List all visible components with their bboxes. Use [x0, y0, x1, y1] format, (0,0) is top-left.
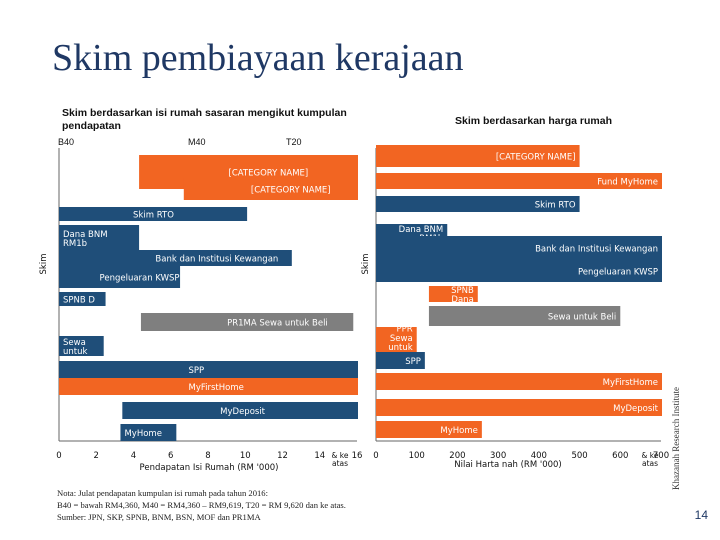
x-tick-label: 500 — [571, 451, 587, 461]
bar-0-11 — [122, 402, 358, 419]
bar-1-9 — [376, 352, 425, 369]
bar-label: MyFirstHome — [603, 378, 658, 388]
x-tick-label: 300 — [490, 451, 506, 461]
bar-label: [CATEGORY NAME] — [496, 153, 576, 163]
x-tick-suffix: & ke atas — [332, 451, 349, 468]
left-chart-subtitle: Skim berdasarkan isi rumah sasaran mengi… — [62, 107, 347, 132]
bar-label: [CATEGORY NAME] — [251, 186, 331, 196]
bar-label: Pengeluaran KWSP — [578, 268, 658, 278]
bar-1-1 — [376, 173, 662, 189]
bar-1-2 — [376, 196, 580, 212]
x-tick-label: 0 — [373, 451, 378, 461]
bar-0-7 — [140, 313, 354, 331]
bar-label: MyFirstHome — [189, 383, 244, 393]
bar-1-0 — [376, 145, 580, 167]
bar-label: SPNB Dana — [451, 286, 474, 305]
x-tick-label: 12 — [277, 451, 288, 461]
x-tick-label: 10 — [240, 451, 251, 461]
x-tick-label: 2 — [94, 451, 99, 461]
x-tick-label: 700 — [653, 451, 669, 461]
bar-1-4 — [376, 236, 662, 260]
brand-text: Khazanah Research Institute — [671, 387, 681, 490]
x-tick-label: 4 — [131, 451, 136, 461]
bar-label: Skim RTO — [535, 201, 576, 211]
bar-label: Fund MyHome — [597, 178, 658, 188]
bar-0-8 — [59, 336, 104, 356]
y-axis-title: Skim — [361, 254, 371, 275]
bar-label: Bank dan Institusi Kewangan — [535, 245, 658, 255]
group-label-m40: M40 — [188, 137, 206, 147]
x-tick-label: 14 — [314, 451, 325, 461]
bar-0-12 — [120, 424, 177, 441]
bar-0-4 — [59, 250, 292, 266]
bar-0-2 — [59, 207, 248, 221]
x-axis-title: Nilai Harta nah (RM '000) — [454, 460, 562, 470]
bar-label: Skim RTO — [133, 211, 174, 221]
bar-1-10 — [376, 373, 662, 390]
bar-label: [CATEGORY NAME] — [229, 169, 309, 179]
bar-1-5 — [376, 260, 662, 282]
bar-label: SPP — [405, 357, 421, 367]
bar-0-9 — [59, 361, 358, 378]
footnote-line: Nota: Julat pendapatan kumpulan isi ruma… — [57, 488, 268, 498]
x-tick-suffix: & ke atas — [642, 451, 659, 468]
x-tick-label: 400 — [531, 451, 547, 461]
bar-0-10 — [59, 378, 358, 395]
right-chart-subtitle: Skim berdasarkan harga rumah — [455, 115, 612, 127]
x-tick-label: 600 — [612, 451, 628, 461]
bar-0-5 — [59, 266, 181, 288]
x-tick-label: 8 — [205, 451, 210, 461]
x-tick-label: 6 — [168, 451, 173, 461]
bar-1-7 — [428, 306, 621, 326]
slide-title: Skim pembiayaan kerajaan — [52, 37, 464, 79]
bar-label: Bank dan Institusi Kewangan — [155, 255, 278, 265]
bar-label: PR1MA Sewa untuk Beli — [227, 319, 328, 329]
bar-label: MyDeposit — [613, 404, 659, 414]
page-number: 14 — [694, 508, 708, 522]
bar-0-3 — [59, 225, 140, 251]
x-tick-label: 100 — [409, 451, 425, 461]
bar-0-6 — [59, 292, 106, 306]
y-axis-title: Skim — [39, 254, 49, 275]
bar-label: MyHome — [440, 426, 477, 436]
x-tick-label: 0 — [56, 451, 61, 461]
group-label-b40: B40 — [58, 137, 75, 147]
bar-0-1 — [183, 178, 358, 200]
bar-label: MyHome — [124, 429, 161, 439]
x-tick-label: 200 — [449, 451, 465, 461]
x-tick-label: 16 — [352, 451, 363, 461]
footnote: Nota: Julat pendapatan kumpulan isi ruma… — [57, 487, 346, 523]
bar-label: PPRSewauntukBeli — [63, 328, 87, 366]
bar-1-11 — [376, 399, 662, 416]
bar-label: Sewa untuk Beli — [548, 313, 616, 323]
bar-1-6 — [428, 286, 478, 302]
bar-label: Pengeluaran KWSP — [100, 274, 180, 284]
bar-label: SPP — [189, 366, 205, 376]
bar-label: MyDeposit — [220, 407, 266, 417]
footnote-line: Sumber: JPN, SKP, SPNB, BNM, BSN, MOF da… — [57, 512, 261, 522]
footnote-line: B40 = bawah RM4,360, M40 = RM4,360 – RM9… — [57, 500, 346, 510]
group-label-t20: T20 — [286, 137, 302, 147]
bar-label: SPNB D — [63, 296, 95, 306]
x-axis-title: Pendapatan Isi Rumah (RM '000) — [140, 463, 279, 473]
bar-1-12 — [376, 421, 482, 438]
